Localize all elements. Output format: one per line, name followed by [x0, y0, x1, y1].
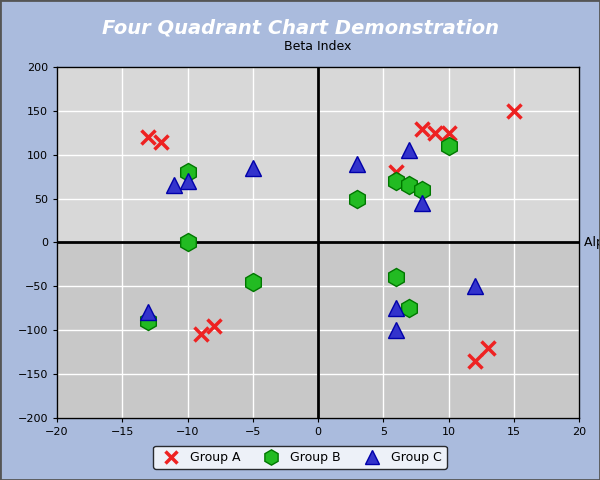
Text: Alpha Index: Alpha Index: [584, 236, 600, 249]
Bar: [57, 67, 318, 242]
Bar: [318, 242, 579, 418]
Bar: [57, 242, 318, 418]
Legend: Group A, Group B, Group C: Group A, Group B, Group C: [154, 446, 446, 469]
Text: Four Quadrant Chart Demonstration: Four Quadrant Chart Demonstration: [101, 18, 499, 37]
Text: Beta Index: Beta Index: [284, 40, 352, 53]
Bar: [318, 67, 579, 242]
